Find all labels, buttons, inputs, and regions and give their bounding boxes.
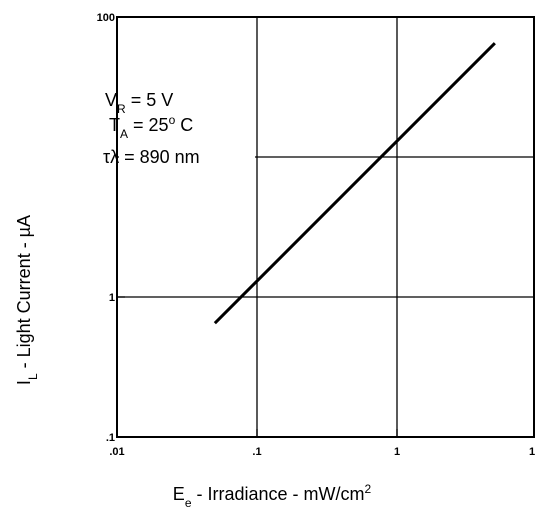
text-segment: - Light Current - µA [14,215,34,373]
x-tick-label: .01 [109,446,124,458]
y-tick-label: 100 [97,12,115,24]
x-tick-label: 1 [394,446,400,458]
text-segment: - Irradiance - mW/cm [192,484,365,504]
text-segment: = 25 [128,115,169,135]
y-tick-label: 1 [109,292,115,304]
text-segment: = 5 V [126,90,174,110]
text-segment: e [185,496,192,508]
x-axis-label: Ee - Irradiance - mW/cm2 [173,482,372,508]
annotation: TA = 25o C [109,113,193,141]
text-segment: τλ = 890 nm [103,147,200,167]
y-tick-label: .1 [106,432,115,444]
text-segment: L [26,373,40,380]
text-segment: E [173,484,185,504]
text-segment: I [14,380,34,385]
text-segment: R [117,102,126,116]
annotation-background [119,88,255,168]
text-segment: V [105,90,117,110]
text-segment: C [175,115,193,135]
x-tick-label: .1 [252,446,261,458]
text-segment: o [169,113,176,127]
text-segment: A [120,127,128,141]
annotation: VR = 5 V [105,90,173,116]
x-tick-label: 1 [529,446,535,458]
text-segment: 2 [365,482,372,496]
data-line [213,42,496,325]
plot-frame [116,16,535,438]
text-segment: T [109,115,120,135]
y-axis-label: IL - Light Current - µA [14,215,40,385]
annotation: τλ = 890 nm [103,147,200,167]
